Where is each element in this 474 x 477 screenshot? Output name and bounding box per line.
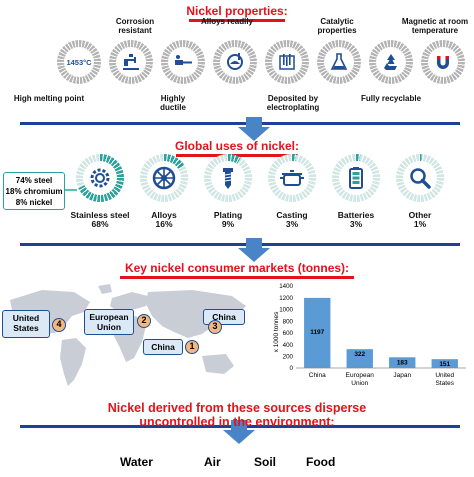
composition-steel: 74% steel bbox=[15, 176, 53, 185]
x-tick-label: Japan bbox=[393, 372, 411, 379]
use-label-plating: Plating 9% bbox=[213, 210, 243, 229]
stainless-steel-composition-box: 74% steel 18% chromium 8% nickel bbox=[3, 172, 65, 210]
property-ring-ductile bbox=[161, 40, 205, 84]
gear-icon bbox=[90, 168, 110, 188]
markets-title: Key nickel consumer markets (tonnes): bbox=[124, 261, 350, 275]
markets-title-underline bbox=[120, 276, 354, 279]
composition-connector bbox=[65, 189, 77, 191]
battery-icon bbox=[349, 167, 363, 189]
y-tick-label: 1000 bbox=[279, 307, 293, 314]
y-tick-label: 200 bbox=[283, 353, 294, 360]
cooking-pot-icon bbox=[280, 170, 304, 186]
disperse-title: Nickel derived from these sources disper… bbox=[0, 401, 474, 429]
consumer-markets-bar-chart: x 1000 tonnes 0200400600800100012001400 … bbox=[273, 283, 466, 387]
use-ring-stainless-steel bbox=[76, 154, 124, 202]
down-arrow-icon bbox=[238, 238, 270, 262]
rank-badge-china: 1 bbox=[185, 340, 199, 354]
y-tick-label: 0 bbox=[290, 365, 294, 372]
sink-air: Air bbox=[204, 455, 221, 469]
rank-badge-united-states: 4 bbox=[52, 318, 66, 332]
x-tick-label: Union bbox=[351, 380, 368, 387]
bar-data-label: 322 bbox=[354, 351, 365, 358]
world-map bbox=[10, 284, 246, 386]
wheel-rim-icon bbox=[152, 166, 176, 190]
x-tick-label: United bbox=[435, 372, 454, 379]
disperse-title-line-2: uncontrolled in the environment: bbox=[139, 415, 335, 429]
use-label-stainless-steel: Stainless steel 68% bbox=[70, 210, 130, 229]
electroplating-icon bbox=[279, 54, 295, 70]
x-tick-label: European bbox=[346, 372, 375, 379]
map-label-european-union: European Union bbox=[84, 309, 134, 335]
use-label-alloys: Alloys 16% bbox=[151, 210, 177, 229]
property-label-catalytic: Catalytic properties bbox=[317, 17, 357, 35]
map-label-united-states: United States bbox=[2, 310, 50, 338]
use-ring-alloys bbox=[140, 154, 188, 202]
property-ring-electroplating bbox=[265, 40, 309, 84]
thermometer-1453-icon: 1453°C bbox=[66, 57, 92, 67]
down-arrow-icon bbox=[223, 420, 255, 444]
property-ring-catalytic bbox=[317, 40, 361, 84]
property-label-recyclable: Fully recyclable bbox=[360, 94, 422, 103]
sink-food: Food bbox=[306, 455, 336, 469]
property-label-ductile: Highly ductile bbox=[160, 94, 186, 112]
wire-drawing-icon bbox=[175, 55, 192, 65]
faucet-icon bbox=[123, 54, 139, 70]
property-label-melting: High melting point bbox=[13, 94, 85, 103]
use-label-other: Other 1% bbox=[408, 210, 432, 229]
use-ring-batteries bbox=[332, 154, 380, 202]
flask-icon bbox=[330, 53, 348, 70]
property-label-alloys: Alloys readily bbox=[200, 17, 254, 26]
sink-soil: Soil bbox=[254, 455, 277, 469]
down-arrow-icon bbox=[238, 117, 270, 141]
bar-china bbox=[304, 297, 331, 368]
uses-divider bbox=[20, 243, 460, 246]
alloy-blend-icon bbox=[227, 53, 243, 70]
use-label-batteries: Batteries 3% bbox=[337, 210, 375, 229]
rank-badge-china-secondary: 3 bbox=[208, 320, 222, 334]
use-ring-plating bbox=[204, 154, 252, 202]
disperse-title-line-1: Nickel derived from these sources disper… bbox=[107, 401, 367, 415]
bar-european-union bbox=[346, 349, 373, 368]
use-ring-casting bbox=[268, 154, 316, 202]
properties-title-underline bbox=[189, 19, 285, 22]
y-tick-label: 400 bbox=[283, 342, 294, 349]
x-tick-label: China bbox=[309, 372, 326, 379]
property-ring-recyclable bbox=[369, 40, 413, 84]
magnet-icon bbox=[437, 56, 449, 69]
property-label-electroplating: Deposited by electroplating bbox=[266, 94, 320, 112]
y-tick-label: 1200 bbox=[279, 295, 293, 302]
bar-united-states bbox=[431, 359, 458, 368]
recycle-icon bbox=[384, 54, 397, 70]
bar-japan bbox=[389, 357, 416, 368]
use-ring-other bbox=[396, 154, 444, 202]
property-ring-corrosion bbox=[109, 40, 153, 84]
bar-data-label: 1197 bbox=[310, 329, 324, 336]
property-ring-melting: 1453°C bbox=[57, 40, 101, 84]
property-ring-magnetic bbox=[421, 40, 465, 84]
use-label-casting: Casting 3% bbox=[276, 210, 308, 229]
property-ring-alloys bbox=[213, 40, 257, 84]
rank-badge-european-union: 2 bbox=[137, 314, 151, 328]
bar-data-label: 151 bbox=[439, 361, 450, 368]
property-label-magnetic: Magnetic at room temperature bbox=[401, 17, 469, 35]
composition-chromium: 18% chromium bbox=[5, 187, 63, 196]
y-tick-label: 600 bbox=[283, 330, 294, 337]
uses-title: Global uses of nickel: bbox=[174, 139, 300, 153]
screw-icon bbox=[223, 168, 233, 189]
properties-title: Nickel properties: bbox=[186, 4, 288, 18]
properties-divider bbox=[20, 122, 460, 125]
property-label-corrosion: Corrosion resistant bbox=[115, 17, 155, 35]
y-tick-label: 1400 bbox=[279, 283, 293, 290]
sink-water: Water bbox=[120, 455, 153, 469]
y-tick-label: 800 bbox=[283, 318, 294, 325]
magnifier-icon bbox=[410, 168, 431, 189]
composition-nickel: 8% nickel bbox=[15, 198, 53, 207]
y-axis-label: x 1000 tonnes bbox=[273, 311, 280, 353]
bar-data-label: 183 bbox=[397, 359, 408, 366]
x-tick-label: States bbox=[436, 380, 455, 387]
map-label-china: China bbox=[143, 339, 183, 355]
